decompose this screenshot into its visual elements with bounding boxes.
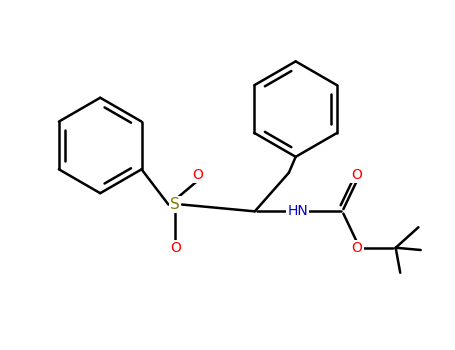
Text: S: S <box>170 197 180 212</box>
Text: O: O <box>170 241 181 255</box>
Text: HN: HN <box>288 204 308 218</box>
Text: O: O <box>352 168 363 182</box>
Text: O: O <box>352 241 363 255</box>
Text: O: O <box>192 168 203 182</box>
